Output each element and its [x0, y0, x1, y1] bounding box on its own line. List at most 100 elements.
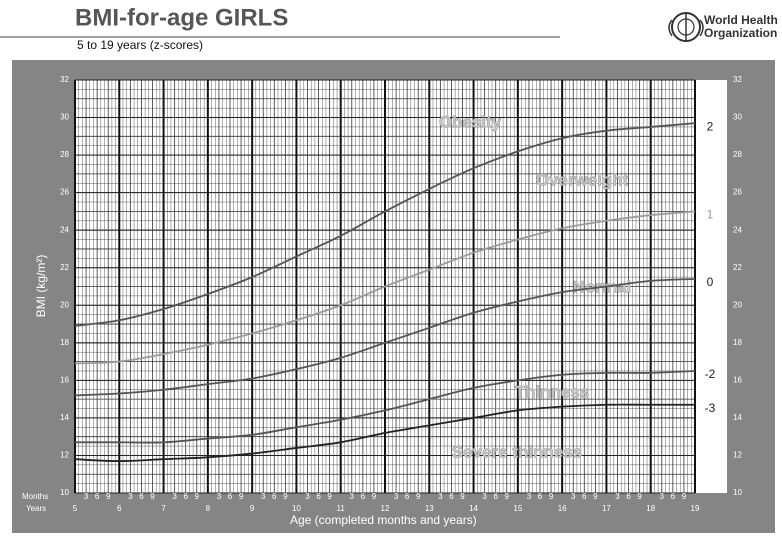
y-tick-label: 24 [60, 225, 69, 234]
y2-tick-label: 22 [733, 263, 742, 272]
month-tick-label: 3 [527, 492, 532, 501]
month-tick-label: 3 [350, 492, 355, 501]
month-tick-label: 9 [549, 492, 554, 501]
x-tick-label: 6 [117, 504, 122, 513]
y-tick-label: 16 [60, 375, 69, 384]
y-tick-label: 14 [60, 413, 69, 422]
x-tick-label: 8 [206, 504, 211, 513]
month-tick-label: 3 [438, 492, 443, 501]
x-tick-label: 7 [161, 504, 166, 513]
month-tick-label: 9 [283, 492, 288, 501]
month-tick-label: 3 [615, 492, 620, 501]
y2-tick-label: 16 [733, 375, 742, 384]
z-line [74, 210, 696, 365]
month-tick-label: 9 [372, 492, 377, 501]
subtitle: 5 to 19 years (z-scores) [77, 38, 203, 52]
month-tick-label: 6 [626, 492, 631, 501]
month-tick-label: 3 [84, 492, 89, 501]
y-tick-label: 32 [60, 75, 69, 84]
month-tick-label: 6 [449, 492, 454, 501]
y2-tick-label: 24 [733, 225, 742, 234]
x-tick-label: 14 [469, 504, 478, 513]
y-tick-label: 12 [60, 451, 69, 460]
month-tick-label: 3 [660, 492, 665, 501]
x-tick-label: 11 [337, 504, 346, 513]
who-logo [668, 12, 704, 42]
month-tick-label: 9 [416, 492, 421, 501]
z-line [74, 122, 696, 327]
y2-tick-label: 28 [733, 150, 742, 159]
month-tick-label: 3 [128, 492, 133, 501]
y-axis-title: BMI (kg/m²) [34, 255, 48, 318]
y-tick-label: 20 [60, 300, 69, 309]
month-tick-label: 6 [139, 492, 144, 501]
month-tick-label: 3 [394, 492, 399, 501]
month-tick-label: 9 [460, 492, 465, 501]
month-tick-label: 9 [505, 492, 510, 501]
month-tick-label: 6 [95, 492, 100, 501]
y-tick-label: 26 [60, 188, 69, 197]
z-line [74, 370, 696, 444]
y-tick-label: 28 [60, 150, 69, 159]
y2-tick-label: 12 [733, 451, 742, 460]
years-label: Years [26, 504, 46, 513]
month-tick-label: 3 [571, 492, 576, 501]
org-name: Organization [704, 26, 777, 40]
month-tick-label: 9 [106, 492, 111, 501]
month-tick-label: 9 [682, 492, 687, 501]
month-tick-label: 6 [405, 492, 410, 501]
y-tick-label: 10 [60, 488, 69, 497]
months-label: Months [22, 492, 48, 501]
month-tick-label: 6 [538, 492, 543, 501]
y-tick-label: 22 [60, 263, 69, 272]
month-tick-label: 6 [316, 492, 321, 501]
month-tick-label: 3 [172, 492, 177, 501]
y2-tick-label: 30 [733, 113, 742, 122]
y2-tick-label: 10 [733, 488, 742, 497]
month-tick-label: 3 [305, 492, 310, 501]
x-axis-title: Age (completed months and years) [290, 513, 477, 527]
y2-tick-label: 14 [733, 413, 742, 422]
x-tick-label: 10 [292, 504, 301, 513]
x-tick-label: 18 [646, 504, 655, 513]
x-tick-label: 5 [73, 504, 78, 513]
legend-label: 0 [707, 275, 714, 289]
x-tick-label: 13 [425, 504, 434, 513]
z-line [74, 403, 695, 462]
chart-title: BMI-for-age GIRLS [75, 4, 288, 31]
month-tick-label: 9 [327, 492, 332, 501]
legend-label: -2 [705, 367, 716, 381]
month-tick-label: 9 [637, 492, 642, 501]
month-tick-label: 3 [217, 492, 222, 501]
month-tick-label: 9 [150, 492, 155, 501]
month-tick-label: 3 [261, 492, 266, 501]
month-tick-label: 6 [361, 492, 366, 501]
zone-label: Overweight [536, 170, 629, 189]
month-tick-label: 6 [582, 492, 587, 501]
month-tick-label: 6 [272, 492, 277, 501]
month-tick-label: 6 [671, 492, 676, 501]
y-tick-label: 18 [60, 338, 69, 347]
legend-label: -3 [705, 401, 716, 415]
zone-label: Obesity [439, 112, 502, 131]
month-tick-label: 3 [482, 492, 487, 501]
x-tick-label: 15 [513, 504, 522, 513]
y-tick-label: 30 [60, 113, 69, 122]
legend-label: 2 [707, 119, 714, 133]
x-tick-label: 19 [691, 504, 700, 513]
month-tick-label: 9 [195, 492, 200, 501]
zone-label: Severe thinness [452, 442, 582, 461]
month-tick-label: 6 [493, 492, 498, 501]
y2-tick-label: 18 [733, 338, 742, 347]
month-tick-label: 9 [593, 492, 598, 501]
x-tick-label: 17 [602, 504, 611, 513]
z-line [74, 278, 696, 397]
x-tick-label: 9 [250, 504, 255, 513]
y2-tick-label: 26 [733, 188, 742, 197]
x-tick-label: 12 [381, 504, 390, 513]
legend-label: 1 [707, 208, 714, 222]
x-tick-label: 16 [558, 504, 567, 513]
org-name: World Health [704, 13, 778, 27]
zone-label: Thinness [515, 382, 590, 401]
